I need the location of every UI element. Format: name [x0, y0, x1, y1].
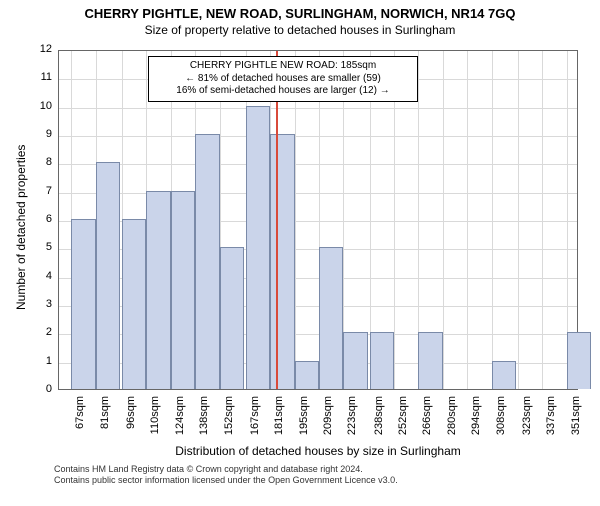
histogram-bar [122, 219, 146, 389]
histogram-bar [370, 332, 394, 389]
histogram-bar [71, 219, 95, 389]
x-tick-label: 167sqm [249, 396, 261, 446]
gridline-v [492, 51, 493, 389]
x-tick-label: 223sqm [346, 396, 358, 446]
x-tick-label: 209sqm [322, 396, 334, 446]
x-tick-label: 337sqm [545, 396, 557, 446]
y-tick-label: 11 [34, 71, 52, 83]
x-tick-label: 81sqm [99, 396, 111, 446]
histogram-bar [96, 162, 120, 389]
x-axis-label: Distribution of detached houses by size … [58, 444, 578, 458]
histogram-bar [319, 247, 343, 389]
y-tick-label: 4 [34, 270, 52, 282]
annotation-line: CHERRY PIGHTLE NEW ROAD: 185sqm [155, 60, 411, 73]
x-tick-label: 181sqm [273, 396, 285, 446]
annotation-line: 16% of semi-detached houses are larger (… [155, 85, 411, 98]
y-tick-label: 12 [34, 43, 52, 55]
x-tick-label: 238sqm [373, 396, 385, 446]
gridline-v [443, 51, 444, 389]
gridline-v [295, 51, 296, 389]
gridline-h [59, 193, 577, 194]
x-tick-label: 195sqm [298, 396, 310, 446]
x-tick-label: 138sqm [198, 396, 210, 446]
histogram-bar [195, 134, 219, 389]
gridline-v [467, 51, 468, 389]
y-tick-label: 7 [34, 185, 52, 197]
histogram-bar [146, 191, 170, 389]
y-tick-label: 9 [34, 128, 52, 140]
histogram-bar [492, 361, 516, 389]
x-tick-label: 252sqm [397, 396, 409, 446]
histogram-bar [246, 106, 270, 389]
x-tick-label: 294sqm [470, 396, 482, 446]
gridline-h [59, 164, 577, 165]
x-tick-label: 308sqm [495, 396, 507, 446]
histogram-bar [418, 332, 442, 389]
gridline-v [518, 51, 519, 389]
y-tick-label: 3 [34, 298, 52, 310]
histogram-bar [270, 134, 294, 389]
y-tick-label: 6 [34, 213, 52, 225]
y-tick-label: 1 [34, 355, 52, 367]
x-tick-label: 323sqm [521, 396, 533, 446]
histogram-bar [567, 332, 591, 389]
y-tick-label: 0 [34, 383, 52, 395]
x-tick-label: 266sqm [421, 396, 433, 446]
x-tick-label: 67sqm [74, 396, 86, 446]
gridline-v [542, 51, 543, 389]
y-tick-label: 5 [34, 241, 52, 253]
annotation-line: ← 81% of detached houses are smaller (59… [155, 73, 411, 86]
x-tick-label: 280sqm [446, 396, 458, 446]
gridline-h [59, 136, 577, 137]
footnote-line: Contains public sector information licen… [54, 475, 398, 486]
x-tick-label: 351sqm [570, 396, 582, 446]
gridline-v [394, 51, 395, 389]
x-tick-label: 110sqm [149, 396, 161, 446]
y-tick-label: 2 [34, 326, 52, 338]
histogram-bar [171, 191, 195, 389]
histogram-bar [295, 361, 319, 389]
y-tick-label: 10 [34, 100, 52, 112]
annotation-box: CHERRY PIGHTLE NEW ROAD: 185sqm ← 81% of… [148, 56, 418, 102]
gridline-h [59, 108, 577, 109]
x-tick-label: 124sqm [174, 396, 186, 446]
x-tick-label: 152sqm [223, 396, 235, 446]
histogram-bar [343, 332, 367, 389]
reference-line [276, 51, 278, 389]
footnote-line: Contains HM Land Registry data © Crown c… [54, 464, 398, 475]
page-subtitle: Size of property relative to detached ho… [0, 23, 600, 37]
footnote: Contains HM Land Registry data © Crown c… [54, 464, 398, 487]
histogram-bar [220, 247, 244, 389]
y-axis-label: Number of detached properties [14, 145, 28, 310]
x-tick-label: 96sqm [125, 396, 137, 446]
page-title: CHERRY PIGHTLE, NEW ROAD, SURLINGHAM, NO… [0, 6, 600, 21]
y-tick-label: 8 [34, 156, 52, 168]
